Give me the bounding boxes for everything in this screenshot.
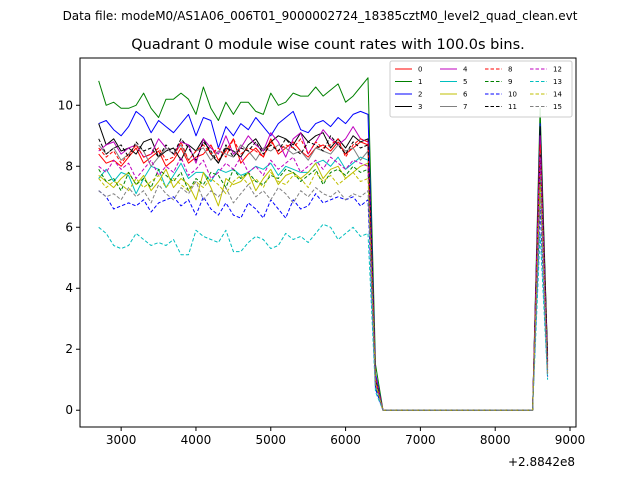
- y-tick-label: 0: [65, 403, 73, 417]
- series-line-5: [98, 156, 549, 411]
- legend-label-15: 15: [553, 103, 562, 111]
- legend-label-10: 10: [508, 91, 517, 99]
- series-line-9: [98, 165, 549, 411]
- y-tick-label: 4: [65, 281, 73, 295]
- legend-box: [389, 60, 573, 118]
- series-line-7: [98, 144, 549, 411]
- axes-layer: 3000 4000 5000 6000 7000 8000 9000 0 2 4 6 8 10: [58, 98, 586, 447]
- legend-label-9: 9: [508, 78, 512, 86]
- series-line-13: [98, 223, 549, 411]
- series-line-2: [98, 110, 549, 411]
- y-tick-label: 10: [58, 98, 73, 112]
- legend-label-6: 6: [463, 91, 468, 99]
- chart-title: Quadrant 0 module wise count rates with …: [131, 37, 525, 53]
- legend-label-8: 8: [508, 66, 512, 74]
- legend-label-11: 11: [508, 103, 517, 111]
- series-layer: [98, 77, 549, 411]
- plot-frame: [79, 57, 577, 428]
- x-tick-label: 7000: [405, 433, 436, 447]
- series-line-1: [98, 77, 549, 411]
- legend-label-4: 4: [463, 66, 468, 74]
- series-line-15: [98, 181, 549, 411]
- x-tick-label: 4000: [181, 433, 212, 447]
- x-tick-label: 6000: [330, 433, 361, 447]
- x-offset-label: +2.8842e8: [508, 455, 575, 469]
- y-tick-label: 6: [65, 220, 73, 234]
- legend-label-14: 14: [553, 91, 562, 99]
- series-line-10: [98, 190, 549, 411]
- series-line-0: [98, 135, 549, 411]
- series-line-11: [98, 135, 549, 411]
- x-tick-label: 9000: [555, 433, 586, 447]
- legend-label-3: 3: [418, 103, 422, 111]
- legend-label-2: 2: [418, 91, 422, 99]
- y-tick-label: 2: [65, 342, 73, 356]
- legend-label-12: 12: [553, 66, 562, 74]
- legend-label-7: 7: [463, 103, 467, 111]
- legend-label-13: 13: [553, 78, 562, 86]
- x-tick-label: 5000: [255, 433, 286, 447]
- figure-suptitle: Data file: modeM0/AS1A06_006T01_90000027…: [63, 9, 578, 23]
- y-tick-label: 8: [65, 159, 73, 173]
- legend-label-0: 0: [418, 66, 422, 74]
- series-line-8: [98, 138, 549, 411]
- x-tick-label: 3000: [106, 433, 137, 447]
- x-tick-label: 8000: [480, 433, 511, 447]
- legend-label-1: 1: [418, 78, 422, 86]
- series-line-12: [98, 156, 549, 411]
- legend-label-5: 5: [463, 78, 467, 86]
- series-line-14: [98, 171, 549, 411]
- series-line-6: [98, 159, 549, 411]
